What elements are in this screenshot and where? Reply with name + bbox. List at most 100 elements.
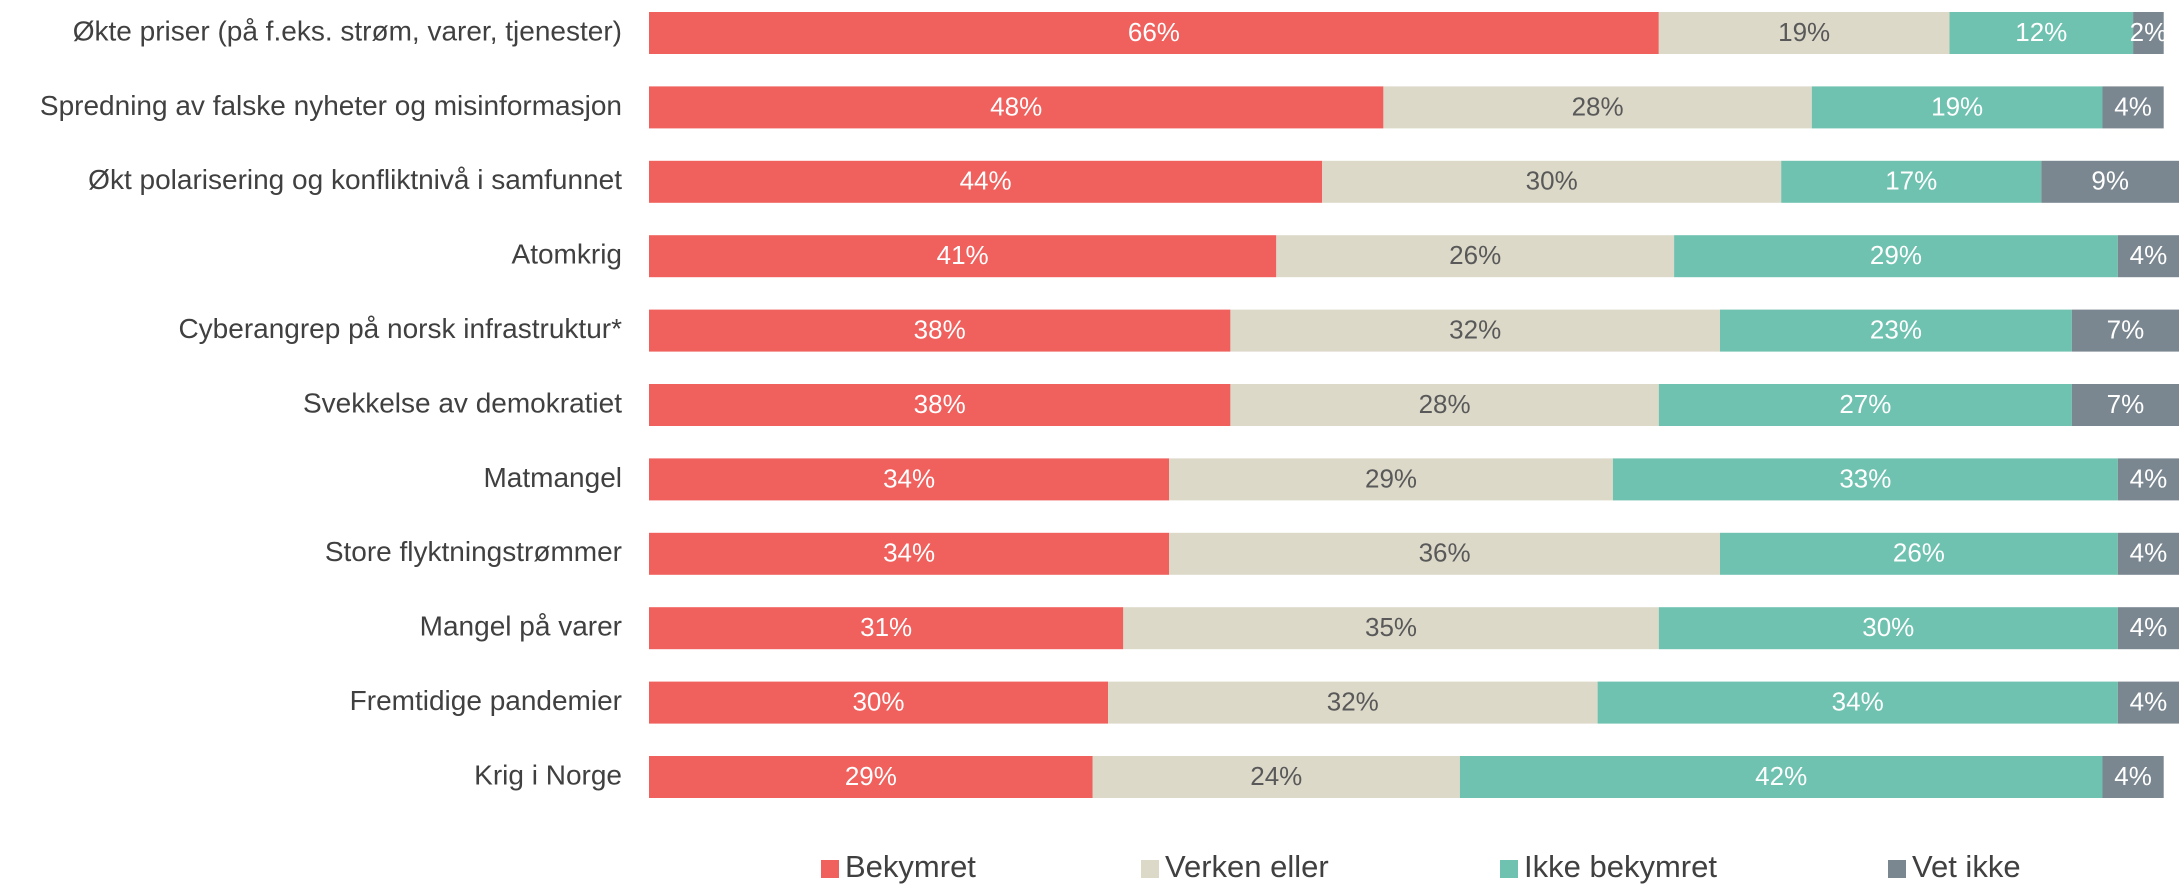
bar-segment: [2102, 756, 2164, 798]
bar-segment: [1597, 681, 2118, 724]
value-label: 26%: [1893, 538, 1945, 568]
value-label: 17%: [1885, 166, 1937, 196]
value-label: 4%: [2114, 761, 2152, 791]
value-label: 23%: [1870, 314, 1922, 344]
value-label: 32%: [1449, 314, 1501, 344]
bar-segment: [2117, 532, 2179, 575]
legend-swatch: [821, 860, 839, 878]
value-label: 4%: [2130, 538, 2168, 568]
bar-segment: [1658, 384, 2072, 426]
value-label: 32%: [1327, 686, 1379, 716]
value-label: 34%: [1832, 686, 1884, 716]
legend-label: Verken eller: [1165, 849, 1329, 884]
bar-segment: [1459, 756, 2103, 798]
value-label: 38%: [914, 389, 966, 419]
bar-segment: [1230, 384, 1659, 426]
value-label: 31%: [860, 612, 912, 642]
value-label: 19%: [1931, 91, 1983, 121]
value-label: 36%: [1419, 538, 1471, 568]
category-label: Matmangel: [483, 462, 622, 493]
value-label: 19%: [1778, 17, 1830, 47]
bar-segment: [649, 756, 1093, 798]
value-label: 34%: [883, 463, 935, 493]
value-label: 26%: [1449, 240, 1501, 270]
value-label: 44%: [960, 166, 1012, 196]
bar-segment: [649, 458, 1170, 501]
category-label: Økt polarisering og konfliktnivå i samfu…: [88, 164, 622, 195]
bar-segment: [1276, 235, 1675, 278]
bar-segment: [2133, 12, 2164, 54]
value-label: 42%: [1755, 761, 1807, 791]
value-label: 38%: [914, 314, 966, 344]
value-label: 30%: [1526, 166, 1578, 196]
value-label: 48%: [990, 91, 1042, 121]
bar-segment: [1612, 458, 2118, 501]
bar-segment: [1092, 756, 1460, 798]
legend-swatch: [1888, 860, 1906, 878]
bar-segment: [2041, 160, 2179, 203]
value-label: 33%: [1839, 463, 1891, 493]
bar-segment: [1383, 86, 1812, 129]
value-label: 29%: [1365, 463, 1417, 493]
bar-segment: [1674, 235, 2118, 278]
legend-label: Ikke bekymret: [1524, 849, 1717, 884]
bar-segment: [2071, 384, 2179, 426]
bar-segment: [649, 607, 1124, 650]
category-label: Svekkelse av demokratiet: [303, 387, 622, 418]
value-label: 9%: [2091, 166, 2129, 196]
value-label: 35%: [1365, 612, 1417, 642]
value-label: 28%: [1572, 91, 1624, 121]
value-label: 12%: [2015, 17, 2067, 47]
bar-segment: [1108, 681, 1598, 724]
value-label: 27%: [1839, 389, 1891, 419]
bar-segment: [2117, 458, 2179, 501]
bar-segment: [1781, 160, 2042, 203]
category-label: Atomkrig: [512, 239, 622, 270]
value-label: 28%: [1419, 389, 1471, 419]
bar-segment: [1322, 160, 1782, 203]
category-label: Cyberangrep på norsk infrastruktur*: [178, 313, 622, 344]
value-label: 66%: [1128, 17, 1180, 47]
legend-swatch: [1141, 860, 1159, 878]
value-label: 29%: [1870, 240, 1922, 270]
value-label: 7%: [2107, 314, 2145, 344]
bar-segment: [649, 681, 1108, 724]
legend-swatch: [1500, 860, 1518, 878]
value-label: 4%: [2130, 463, 2168, 493]
value-label: 7%: [2107, 389, 2145, 419]
value-label: 29%: [845, 761, 897, 791]
category-label: Krig i Norge: [474, 759, 622, 790]
bar-segment: [1123, 607, 1659, 650]
bar-segment: [649, 532, 1170, 575]
value-label: 41%: [937, 240, 989, 270]
category-label: Store flyktningstrømmer: [325, 536, 622, 567]
bar-segment: [1720, 532, 2118, 575]
value-label: 4%: [2130, 612, 2168, 642]
bar-segment: [1169, 458, 1613, 501]
category-label: Fremtidige pandemier: [350, 685, 622, 716]
category-label: Mangel på varer: [420, 611, 622, 642]
value-label: 24%: [1250, 761, 1302, 791]
bar-segment: [1658, 607, 2118, 650]
bar-segment: [2117, 235, 2179, 278]
category-label: Økte priser (på f.eks. strøm, varer, tje…: [73, 15, 622, 46]
bar-segment: [2071, 309, 2179, 352]
bar-segment: [649, 12, 1659, 54]
bar-segment: [649, 309, 1231, 352]
bar-segment: [2117, 607, 2179, 650]
category-label: Spredning av falske nyheter og misinform…: [40, 90, 622, 121]
bar-segment: [1720, 309, 2072, 352]
bar-segment: [649, 384, 1231, 426]
bar-segment: [1811, 86, 2103, 129]
bar-segment: [1230, 309, 1720, 352]
value-label: 4%: [2114, 91, 2152, 121]
value-label: 34%: [883, 538, 935, 568]
value-label: 30%: [1862, 612, 1914, 642]
bar-segment: [1658, 12, 1950, 54]
bar-segment: [1169, 532, 1720, 575]
value-label: 4%: [2130, 240, 2168, 270]
bar-segment: [649, 86, 1384, 129]
value-label: 30%: [852, 686, 904, 716]
